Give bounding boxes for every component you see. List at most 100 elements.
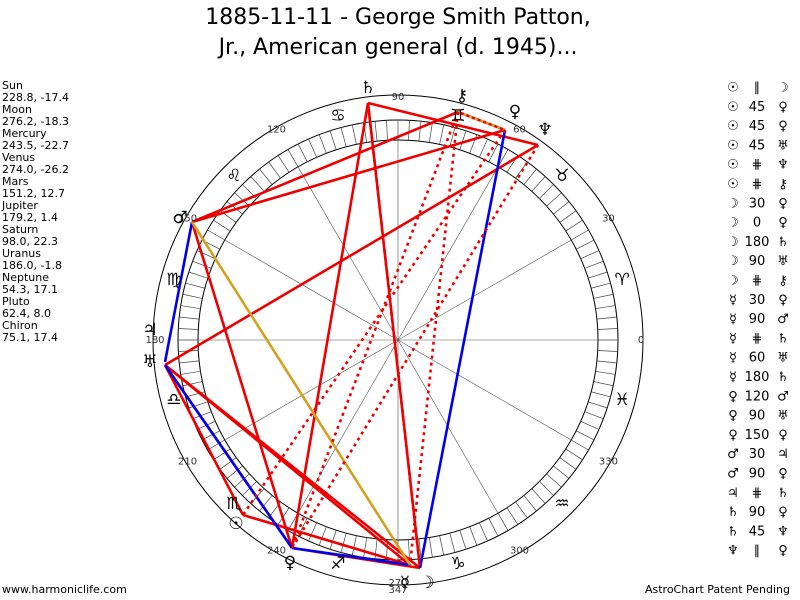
sign-glyph: ♉: [554, 166, 569, 186]
aspect-type: 45: [749, 119, 766, 134]
aspect-planet: ♂: [777, 312, 789, 327]
tick: [588, 271, 608, 279]
tick: [539, 481, 554, 496]
aspect-planet: ☉: [727, 119, 739, 134]
tick: [226, 465, 243, 479]
sign-glyph: ♍: [166, 270, 181, 290]
aspect-planet: ♅: [777, 138, 789, 153]
aspect-type: ∥: [754, 544, 761, 559]
aspect-type: 45: [749, 524, 766, 539]
aspect-type: 0: [753, 216, 761, 231]
aspect-planet: ♄: [777, 370, 789, 385]
aspect-planet: ♅: [777, 409, 789, 424]
aspect-line: [290, 144, 540, 549]
tick: [591, 282, 611, 289]
tick: [506, 507, 519, 525]
aspect-lines: [163, 101, 540, 570]
planet-position: 98.0, 22.3: [2, 235, 58, 248]
tick: [584, 411, 604, 420]
planet-glyph: ☿: [400, 573, 410, 593]
aspect-type: 45: [749, 138, 766, 153]
aspect-type: ∥: [754, 81, 761, 96]
aspect-planet: ☿: [729, 370, 737, 385]
aspect-planet: ♂: [727, 447, 739, 462]
sign-glyph: ♎: [166, 390, 181, 410]
degree-label: 300: [510, 545, 529, 556]
aspect-line: [190, 221, 412, 566]
tick: [439, 535, 445, 556]
aspect-planet: ☽: [777, 81, 789, 96]
aspect-planet: ☽: [727, 254, 739, 269]
aspect-planet: ☉: [727, 100, 739, 115]
aspect-type: 180: [745, 235, 770, 250]
planet-position: 151.2, 12.7: [2, 187, 65, 200]
aspect-planet: ☿: [729, 331, 737, 346]
degree-label: 270: [388, 578, 407, 589]
aspect-line: [290, 102, 370, 549]
tick: [591, 391, 611, 398]
degree-label: 180: [145, 335, 164, 346]
aspect-line: [366, 102, 422, 569]
planet-name: Venus: [2, 151, 35, 164]
degree-label: 210: [178, 457, 197, 468]
aspect-planet: ♂: [777, 389, 789, 404]
planet-name: Chiron: [2, 319, 38, 332]
aspect-planet: ☉: [727, 138, 739, 153]
aspect-line: [408, 111, 460, 566]
tick: [259, 168, 273, 185]
sign-glyph: ♊: [450, 106, 465, 126]
degree-label: 60: [513, 125, 526, 136]
planet-glyph: ☉: [228, 514, 243, 534]
aspect-type: 90: [749, 467, 766, 482]
planet-glyph: ♄: [360, 78, 375, 98]
tick: [449, 533, 456, 553]
tick: [213, 448, 231, 461]
aspect-planet: ♀: [778, 216, 788, 231]
tick: [479, 138, 488, 158]
tick: [584, 260, 604, 269]
aspect-planet: ♀: [778, 119, 788, 134]
aspect-type: 30: [749, 447, 766, 462]
aspect-line: [163, 364, 294, 549]
tick: [546, 473, 562, 488]
aspect-line: [418, 129, 507, 569]
house-line: [224, 239, 572, 441]
tick: [595, 305, 616, 310]
tick: [523, 495, 537, 512]
planet-position: 228.8, -17.4: [2, 91, 69, 104]
aspect-planet: ♅: [777, 351, 789, 366]
aspect-type: 45: [749, 100, 766, 115]
aspect-planet: ☉: [727, 177, 739, 192]
tick: [259, 495, 273, 512]
degree-label: 240: [267, 545, 286, 556]
aspect-type: 90: [749, 409, 766, 424]
aspect-line: [290, 111, 460, 549]
title-line: 1885-11-11 - George Smith Patton,: [205, 5, 590, 30]
tick: [597, 328, 618, 330]
aspect-planet: ♀: [728, 428, 738, 443]
tick: [340, 533, 347, 553]
aspect-type: 60: [749, 351, 766, 366]
aspect-planet: ♄: [727, 524, 739, 539]
aspect-planet: ☿: [729, 293, 737, 308]
planet-name: Jupiter: [1, 199, 38, 212]
outer-circle: [152, 94, 644, 586]
aspect-line: [163, 221, 194, 363]
tick: [179, 360, 200, 364]
tick: [182, 381, 203, 387]
tick: [565, 448, 583, 461]
tick: [515, 501, 528, 519]
planet-glyph: ♂: [172, 208, 187, 228]
tick: [596, 316, 617, 320]
degree-label: 120: [267, 125, 286, 136]
planet-position: 75.1, 17.4: [2, 331, 58, 344]
tick: [213, 219, 231, 232]
planet-name: Saturn: [2, 223, 38, 236]
aspect-planet: ☉: [727, 81, 739, 96]
aspect-planet: ♃: [727, 486, 739, 501]
tick: [459, 530, 467, 550]
tick: [180, 305, 201, 310]
aspect-planet: ♄: [777, 331, 789, 346]
tick: [559, 210, 577, 223]
tick: [329, 530, 337, 550]
